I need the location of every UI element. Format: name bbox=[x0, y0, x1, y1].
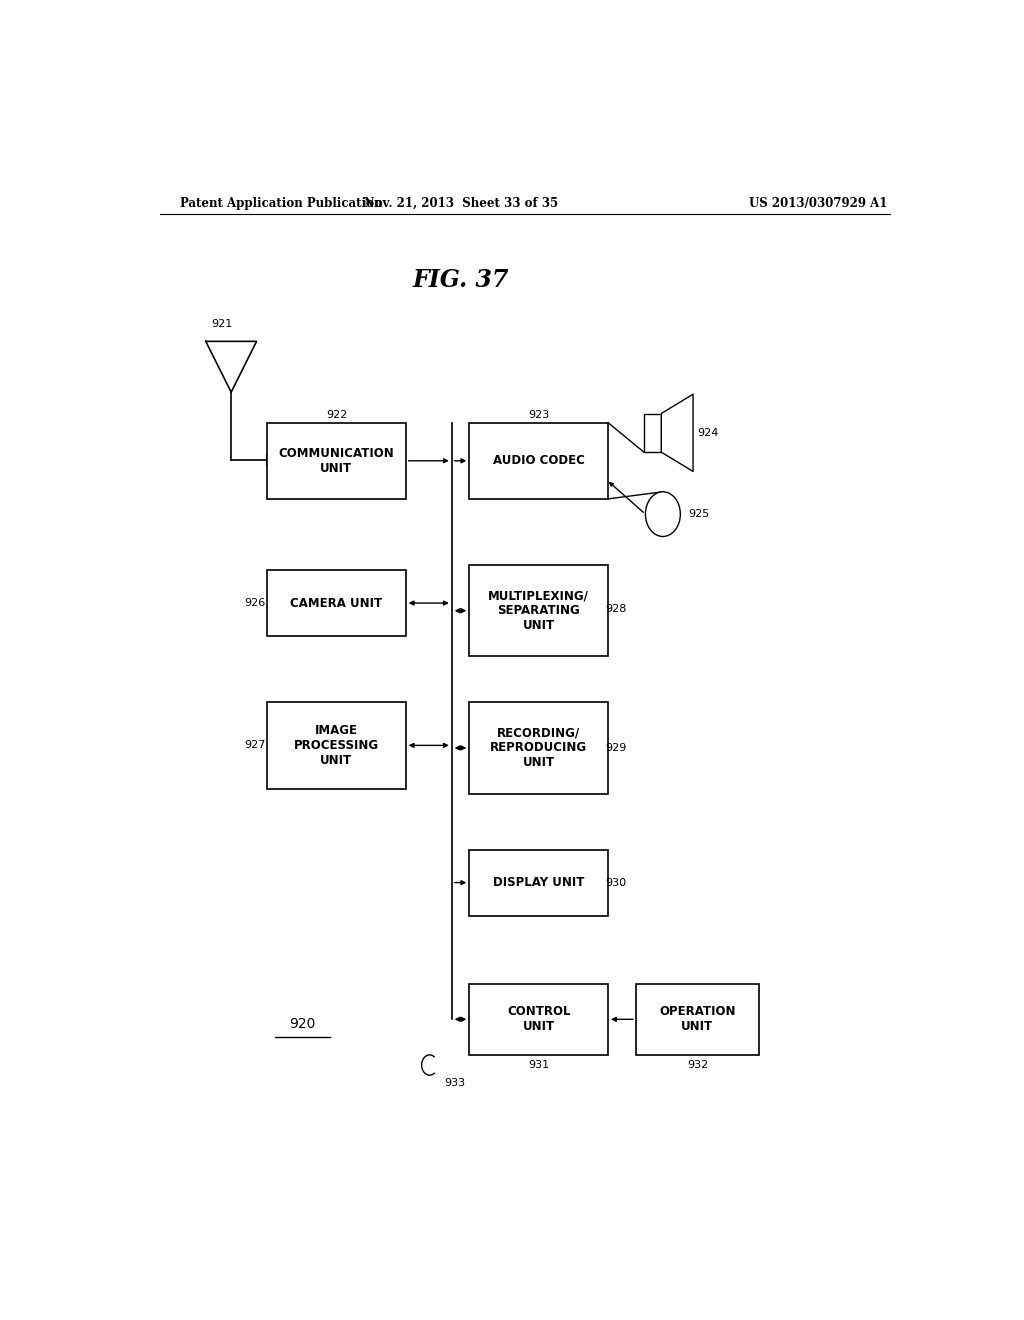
Text: 928: 928 bbox=[605, 603, 627, 614]
Text: Nov. 21, 2013  Sheet 33 of 35: Nov. 21, 2013 Sheet 33 of 35 bbox=[365, 197, 558, 210]
Text: 932: 932 bbox=[687, 1060, 709, 1071]
Text: US 2013/0307929 A1: US 2013/0307929 A1 bbox=[750, 197, 888, 210]
Text: DISPLAY UNIT: DISPLAY UNIT bbox=[493, 876, 585, 890]
Bar bbox=[267, 422, 406, 499]
Bar bbox=[644, 413, 662, 453]
Text: COMMUNICATION
UNIT: COMMUNICATION UNIT bbox=[279, 446, 394, 475]
Text: 931: 931 bbox=[528, 1060, 550, 1071]
Text: 925: 925 bbox=[688, 510, 710, 519]
Bar bbox=[636, 983, 759, 1055]
Bar bbox=[469, 702, 608, 793]
Text: Patent Application Publication: Patent Application Publication bbox=[179, 197, 382, 210]
Text: 930: 930 bbox=[605, 878, 627, 888]
Text: OPERATION
UNIT: OPERATION UNIT bbox=[659, 1006, 735, 1034]
Text: 923: 923 bbox=[528, 409, 550, 420]
Polygon shape bbox=[662, 395, 693, 471]
Bar bbox=[469, 983, 608, 1055]
Text: 920: 920 bbox=[290, 1018, 315, 1031]
Text: CAMERA UNIT: CAMERA UNIT bbox=[290, 597, 382, 610]
Text: 926: 926 bbox=[245, 598, 265, 607]
Bar bbox=[267, 570, 406, 636]
Bar bbox=[469, 565, 608, 656]
Text: RECORDING/
REPRODUCING
UNIT: RECORDING/ REPRODUCING UNIT bbox=[490, 726, 587, 770]
Text: AUDIO CODEC: AUDIO CODEC bbox=[493, 454, 585, 467]
Bar bbox=[267, 702, 406, 788]
Bar bbox=[469, 850, 608, 916]
Bar bbox=[469, 422, 608, 499]
Text: FIG. 37: FIG. 37 bbox=[413, 268, 510, 292]
Text: 924: 924 bbox=[697, 428, 719, 438]
Circle shape bbox=[645, 492, 680, 536]
Text: 927: 927 bbox=[245, 741, 265, 750]
Text: MULTIPLEXING/
SEPARATING
UNIT: MULTIPLEXING/ SEPARATING UNIT bbox=[488, 589, 589, 632]
Text: IMAGE
PROCESSING
UNIT: IMAGE PROCESSING UNIT bbox=[294, 723, 379, 767]
Text: 933: 933 bbox=[443, 1078, 465, 1088]
Text: 922: 922 bbox=[326, 409, 347, 420]
Text: 921: 921 bbox=[211, 319, 232, 329]
Text: CONTROL
UNIT: CONTROL UNIT bbox=[507, 1006, 570, 1034]
Text: 929: 929 bbox=[605, 743, 627, 752]
